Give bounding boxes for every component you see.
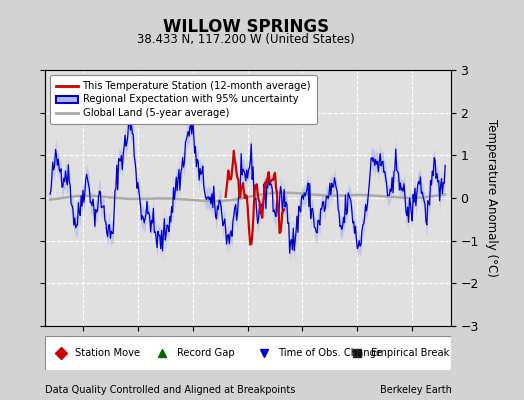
Text: Record Gap: Record Gap: [177, 348, 234, 358]
Legend: This Temperature Station (12-month average), Regional Expectation with 95% uncer: This Temperature Station (12-month avera…: [50, 75, 317, 124]
Text: Data Quality Controlled and Aligned at Breakpoints: Data Quality Controlled and Aligned at B…: [45, 385, 295, 395]
Text: Station Move: Station Move: [75, 348, 140, 358]
Text: Empirical Break: Empirical Break: [372, 348, 450, 358]
Text: Berkeley Earth: Berkeley Earth: [380, 385, 452, 395]
FancyBboxPatch shape: [45, 336, 451, 370]
Text: Time of Obs. Change: Time of Obs. Change: [278, 348, 382, 358]
Text: WILLOW SPRINGS: WILLOW SPRINGS: [163, 18, 330, 36]
Text: 38.433 N, 117.200 W (United States): 38.433 N, 117.200 W (United States): [137, 33, 355, 46]
Y-axis label: Temperature Anomaly (°C): Temperature Anomaly (°C): [485, 119, 498, 277]
